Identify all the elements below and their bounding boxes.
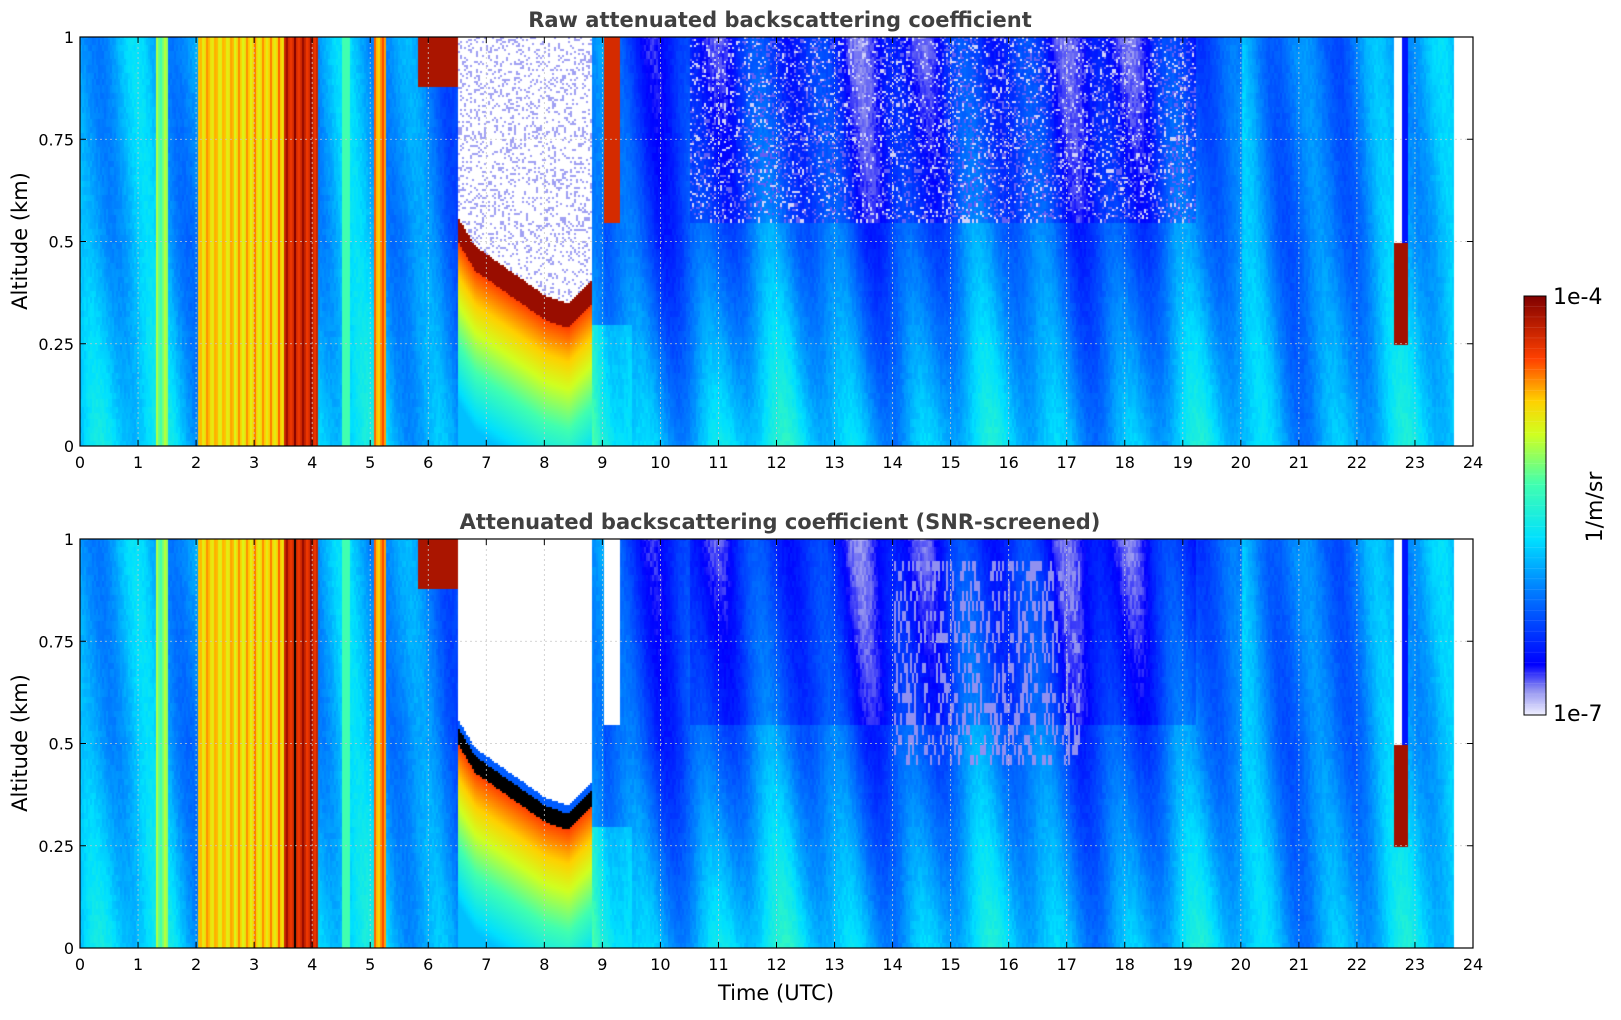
colorbar: 1e-4 1e-7 1/m/sr <box>1523 285 1608 727</box>
x-tick-label: 15 <box>940 453 960 472</box>
x-tick-label: 15 <box>940 955 960 974</box>
x-tick-label: 17 <box>1057 453 1077 472</box>
x-tick-label: 10 <box>650 955 670 974</box>
colorbar-gradient <box>1523 295 1547 716</box>
y-tick-label: 0.5 <box>49 735 74 754</box>
x-tick-label: 14 <box>882 955 902 974</box>
x-tick-label: 4 <box>307 955 317 974</box>
x-tick-label: 18 <box>1115 955 1135 974</box>
x-tick-label: 21 <box>1289 453 1309 472</box>
panel-snr-screened: Attenuated backscattering coefficient (S… <box>8 510 1483 1005</box>
x-tick-label: 21 <box>1289 955 1309 974</box>
x-axis: 0 1 2 3 4 5 6 7 8 9 10 11 12 13 14 15 16 17 18 19 20 21 22 23 24 <box>75 37 1483 472</box>
colorbar-min-label: 1e-7 <box>1553 702 1602 727</box>
x-tick-label: 16 <box>998 955 1018 974</box>
x-tick-label: 19 <box>1173 453 1193 472</box>
x-tick-label: 3 <box>249 453 259 472</box>
y-tick-label: 0.25 <box>38 335 74 354</box>
y-axis-label: Altitude (km) <box>8 172 32 310</box>
x-tick-label: 23 <box>1405 453 1425 472</box>
y-tick-label: 1 <box>64 28 74 47</box>
x-tick-label: 12 <box>766 453 786 472</box>
x-tick-label: 16 <box>998 453 1018 472</box>
chart-title: Raw attenuated backscattering coefficien… <box>528 8 1032 32</box>
y-tick-label: 0.5 <box>49 233 74 252</box>
y-axis: 0 0.25 0.5 0.75 1 <box>38 28 1473 456</box>
x-tick-label: 1 <box>133 955 143 974</box>
x-tick-label: 9 <box>597 955 607 974</box>
y-axis-label: Altitude (km) <box>8 674 32 812</box>
x-tick-label: 2 <box>191 453 201 472</box>
x-tick-label: 10 <box>650 453 670 472</box>
x-tick-label: 0 <box>75 955 85 974</box>
y-tick-label: 0 <box>64 939 74 958</box>
x-tick-label: 24 <box>1463 955 1483 974</box>
x-tick-label: 8 <box>539 955 549 974</box>
x-tick-label: 8 <box>539 453 549 472</box>
y-tick-label: 0.25 <box>38 837 74 856</box>
x-tick-label: 19 <box>1173 955 1193 974</box>
x-tick-label: 24 <box>1463 453 1483 472</box>
x-tick-label: 14 <box>882 453 902 472</box>
y-tick-label: 0.75 <box>38 130 74 149</box>
x-tick-label: 4 <box>307 453 317 472</box>
x-tick-label: 12 <box>766 955 786 974</box>
x-tick-label: 13 <box>824 955 844 974</box>
x-tick-label: 13 <box>824 453 844 472</box>
x-tick-label: 0 <box>75 453 85 472</box>
x-tick-label: 20 <box>1231 453 1251 472</box>
x-tick-label: 17 <box>1057 955 1077 974</box>
y-tick-label: 0 <box>64 437 74 456</box>
x-tick-label: 3 <box>249 955 259 974</box>
x-tick-label: 5 <box>365 955 375 974</box>
y-tick-label: 0.75 <box>38 632 74 651</box>
y-tick-label: 1 <box>64 530 74 549</box>
x-tick-label: 23 <box>1405 955 1425 974</box>
colorbar-steps <box>1524 306 1546 705</box>
panel-raw: Raw attenuated backscattering coefficien… <box>8 8 1483 472</box>
x-tick-label: 18 <box>1115 453 1135 472</box>
x-tick-label: 22 <box>1347 955 1367 974</box>
x-tick-label: 22 <box>1347 453 1367 472</box>
x-tick-label: 5 <box>365 453 375 472</box>
y-axis: 0 0.25 0.5 0.75 1 <box>38 530 1473 958</box>
x-tick-label: 11 <box>708 453 728 472</box>
x-tick-label: 7 <box>481 955 491 974</box>
x-tick-label: 11 <box>708 955 728 974</box>
chart-title: Attenuated backscattering coefficient (S… <box>460 510 1101 534</box>
colorbar-max-label: 1e-4 <box>1553 285 1602 310</box>
x-tick-label: 6 <box>423 955 433 974</box>
colorbar-unit-label: 1/m/sr <box>1583 471 1608 543</box>
x-tick-label: 6 <box>423 453 433 472</box>
x-tick-label: 2 <box>191 955 201 974</box>
grid-lines <box>79 538 1474 949</box>
x-tick-label: 1 <box>133 453 143 472</box>
x-axis: 0 1 2 3 4 5 6 7 8 9 10 11 12 13 14 15 16 17 18 19 20 21 22 23 24 <box>75 539 1483 974</box>
x-tick-label: 7 <box>481 453 491 472</box>
x-axis-label: Time (UTC) <box>717 981 834 1005</box>
x-tick-label: 20 <box>1231 955 1251 974</box>
x-tick-label: 9 <box>597 453 607 472</box>
